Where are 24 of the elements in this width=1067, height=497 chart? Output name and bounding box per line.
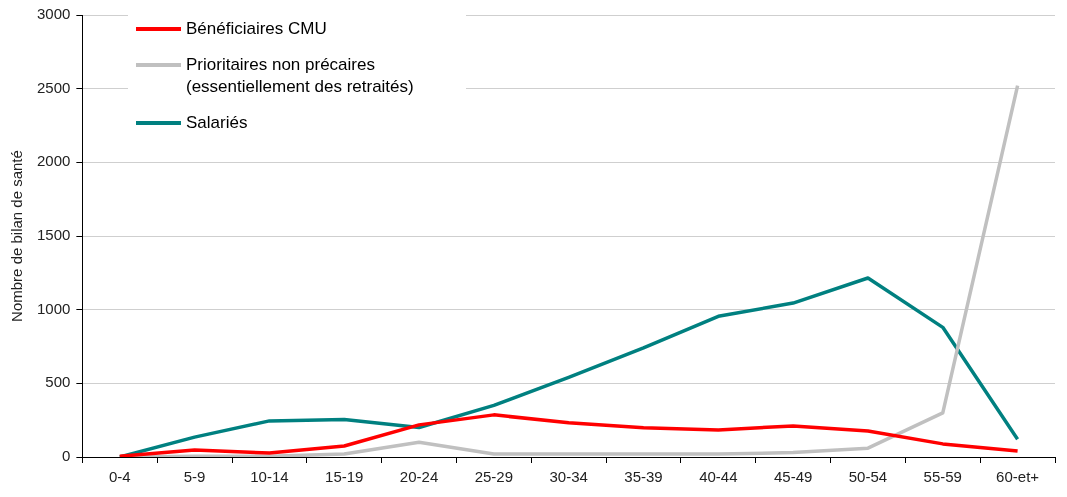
x-tick-label: 0-4 (108, 468, 131, 486)
y-tick-label: 1500 (36, 226, 71, 244)
y-tick-label: 500 (45, 373, 71, 391)
y-tick-label: 1000 (36, 299, 71, 317)
x-tick-label: 45-49 (773, 468, 813, 486)
x-tick-label: 15-19 (325, 468, 364, 486)
x-tick-label: 35-39 (624, 468, 663, 486)
x-tick-label: 55-59 (923, 468, 962, 486)
x-tick-label: 5-9 (183, 468, 206, 486)
y-tick-label: 3000 (36, 5, 71, 23)
x-tick-label: 50-54 (848, 468, 888, 486)
y-tick-label: 2000 (36, 152, 71, 170)
x-tick-label: 10-14 (250, 468, 289, 486)
y-axis-title: Nombre de bilan de santé (8, 150, 26, 322)
x-tick-label: 40-44 (699, 468, 738, 486)
y-tick-label: 2500 (36, 78, 71, 96)
x-tick-label: 20-24 (399, 468, 439, 486)
x-tick-label: 25-29 (474, 468, 514, 486)
y-tick-label: 0 (62, 447, 71, 465)
x-tick-label: 30-34 (549, 468, 588, 486)
x-tick-label: 60-et+ (996, 468, 1040, 486)
legend-label: Prioritaires non précaires (essentiellement des retraités) (186, 54, 415, 98)
legend-label: Salariés (186, 112, 248, 134)
legend-label: Bénéficiaires CMU (186, 18, 327, 40)
